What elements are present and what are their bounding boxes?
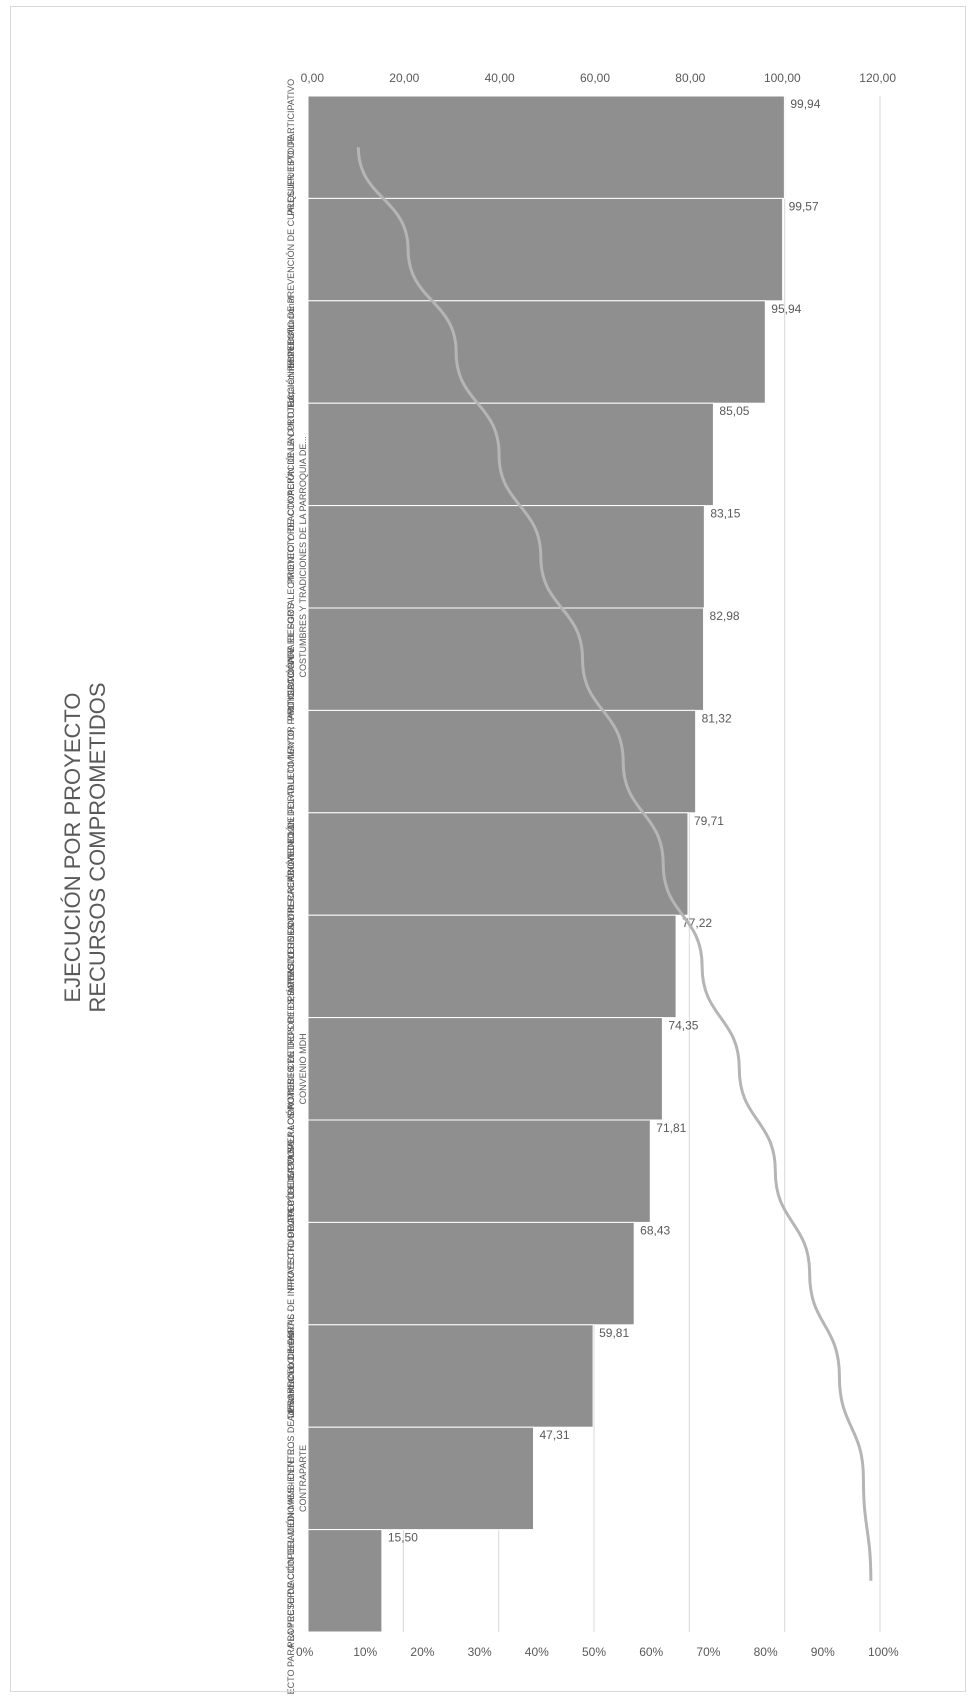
y2-tick-label: 40% (525, 1645, 549, 1659)
y-tick-label: 40,00 (485, 71, 515, 85)
data-label: 74,35 (668, 1019, 698, 1033)
bar (308, 1120, 650, 1222)
data-label: 85,05 (719, 404, 749, 418)
y2-tick-label: 60% (639, 1645, 663, 1659)
y-tick-label: 120,00 (859, 71, 896, 85)
data-label: 47,31 (540, 1428, 570, 1442)
bar (308, 1222, 634, 1324)
bar (308, 915, 676, 1017)
bar (308, 1530, 382, 1632)
y2-tick-label: 0% (296, 1645, 314, 1659)
bar (308, 506, 704, 608)
chart-subtitle: RECURSOS COMPROMETIDOS (85, 682, 110, 1012)
y2-tick-label: 10% (353, 1645, 377, 1659)
data-label: 99,94 (790, 97, 820, 111)
bar (308, 403, 713, 505)
y2-tick-label: 20% (410, 1645, 434, 1659)
y-tick-label: 20,00 (389, 71, 419, 85)
data-label: 83,15 (710, 507, 740, 521)
y-tick-label: 80,00 (675, 71, 705, 85)
bar (308, 1018, 662, 1120)
data-label: 81,32 (702, 711, 732, 725)
data-label: 71,81 (656, 1121, 686, 1135)
y2-tick-label: 50% (582, 1645, 606, 1659)
data-label: 99,57 (789, 199, 819, 213)
data-label: 59,81 (599, 1326, 629, 1340)
category-label: PROYECTO PARA LA PRESERVACIÓN DEL MEDIO … (286, 1442, 296, 1695)
bar (308, 1427, 534, 1529)
data-label: 82,98 (710, 609, 740, 623)
y-tick-label: 60,00 (580, 71, 610, 85)
bar (308, 710, 696, 812)
y-tick-label: 100,00 (764, 71, 801, 85)
y2-tick-label: 90% (811, 1645, 835, 1659)
y2-tick-label: 30% (468, 1645, 492, 1659)
data-label: 68,43 (640, 1223, 670, 1237)
bar (308, 198, 783, 300)
chart-plot-group: EJECUCIÓN POR PROYECTO RECURSOS COMPROMET… (60, 71, 899, 1695)
y-tick-label: 0,00 (301, 71, 325, 85)
chart-title: EJECUCIÓN POR PROYECTO (60, 692, 85, 1002)
y2-tick-label: 100% (868, 1645, 899, 1659)
bar (308, 1325, 593, 1427)
bar (308, 301, 765, 403)
bar (308, 813, 688, 915)
bar (308, 96, 784, 198)
y2-tick-label: 80% (754, 1645, 778, 1659)
data-label: 15,50 (388, 1531, 418, 1545)
data-label: 79,71 (694, 814, 724, 828)
y2-tick-label: 70% (696, 1645, 720, 1659)
data-label: 95,94 (771, 302, 801, 316)
bar (308, 608, 704, 710)
